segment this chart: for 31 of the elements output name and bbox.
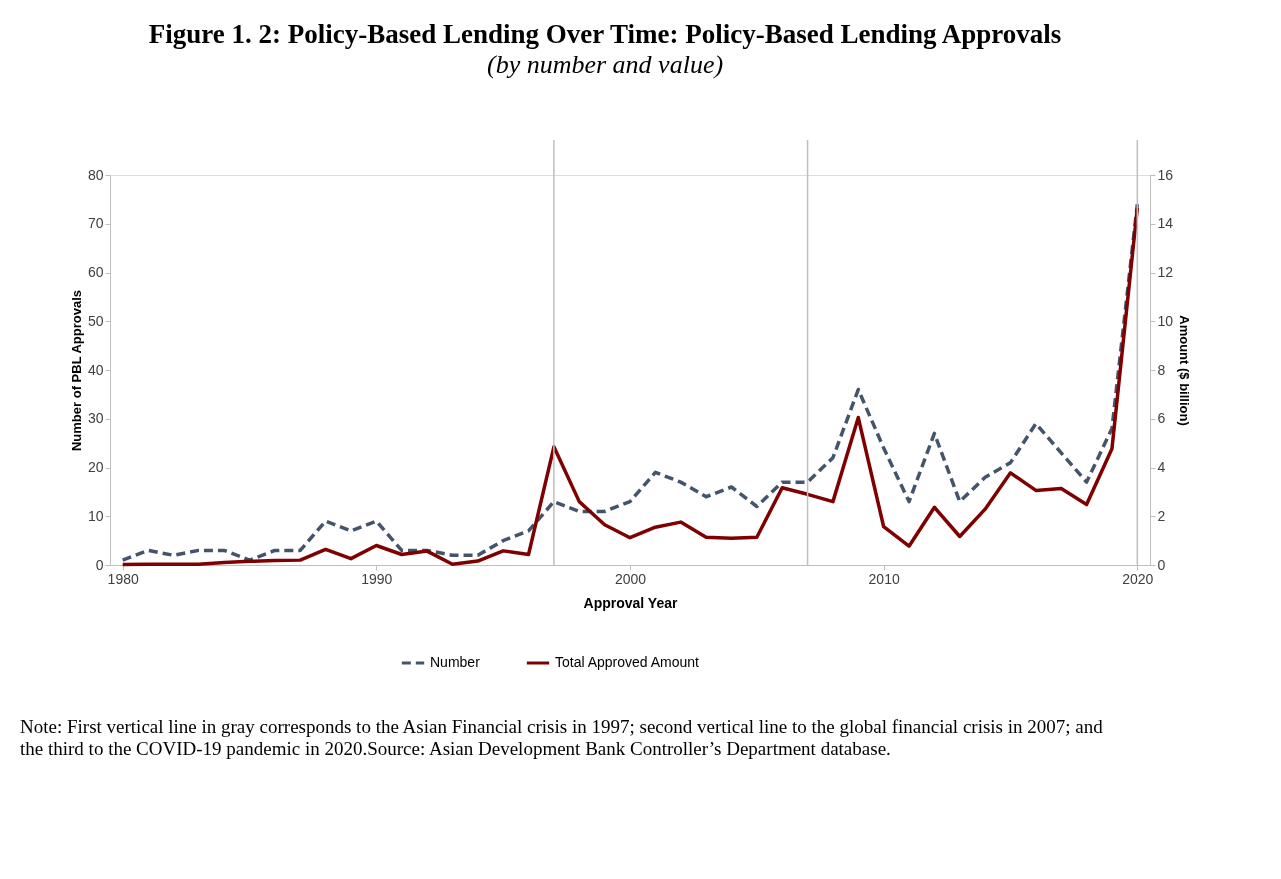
y2-tick-label: 10 xyxy=(1157,312,1174,329)
x-tick-label: 1980 xyxy=(107,570,139,587)
x-tick-label: 2020 xyxy=(1122,570,1154,587)
y-tick-label: 70 xyxy=(87,215,104,232)
y-tick-label: 30 xyxy=(87,410,104,427)
y-tick-label: 50 xyxy=(87,312,104,329)
y-axis-title: Number of PBL Approvals xyxy=(68,289,84,452)
x-axis-title: Approval Year xyxy=(583,594,678,611)
legend-label: Number xyxy=(430,654,481,670)
legend-label: Total Approved Amount xyxy=(555,654,700,670)
chart-subtitle: (by number and value) xyxy=(486,49,724,79)
y-tick-label: 0 xyxy=(95,556,104,573)
x-tick-label: 2010 xyxy=(868,570,900,587)
text: Note: First vertical line in gray corresponds to the Asian Financial crisis in 1997; second vertical line to the global financial crisis in 2007; and the third to the COVID-19 pandemic in 2020.Source: Asian Development Bank Controller’s Department database. xyxy=(20,716,1104,759)
y2-tick-label: 4 xyxy=(1157,459,1166,475)
y2-axis-title: Amount ($ billion) xyxy=(1177,315,1193,426)
y2-tick-label: 8 xyxy=(1157,361,1166,378)
y2-tick-label: 0 xyxy=(1157,556,1166,573)
y2-tick-label: 6 xyxy=(1157,410,1166,427)
y-tick-label: 20 xyxy=(87,459,104,475)
x-tick-label: 2000 xyxy=(614,570,647,587)
y2-tick-label: 12 xyxy=(1157,264,1174,280)
y-tick-label: 60 xyxy=(87,264,104,280)
y-tick-label: 40 xyxy=(87,361,104,378)
y2-tick-label: 2 xyxy=(1157,507,1166,524)
y2-tick-label: 14 xyxy=(1157,215,1174,232)
y-tick-label: 10 xyxy=(87,507,104,524)
x-tick-label: 1990 xyxy=(361,570,393,587)
chart-title: Figure 1. 2: Policy-Based Lending Over Time: Policy-Based Lending Approvals xyxy=(148,18,1062,49)
y2-tick-label: 16 xyxy=(1157,166,1174,183)
y-tick-label: 80 xyxy=(87,166,104,183)
